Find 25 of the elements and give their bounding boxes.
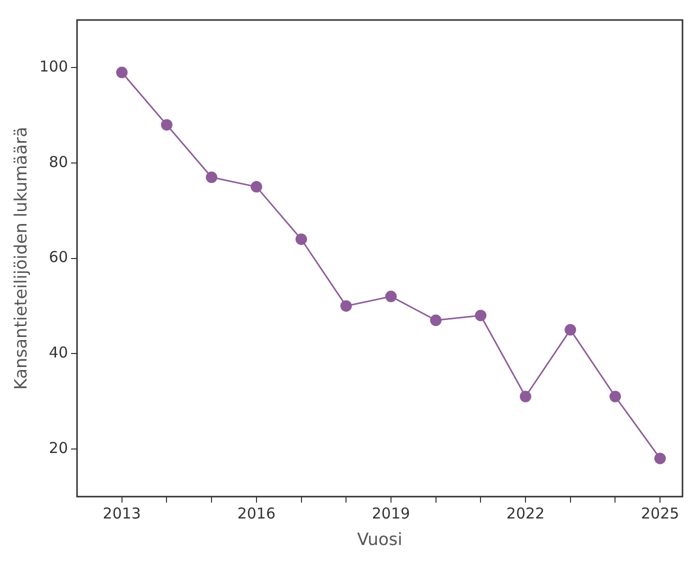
x-tick-label: 2013 xyxy=(102,504,141,522)
y-tick-label: 20 xyxy=(48,438,68,457)
x-tick-label: 2016 xyxy=(237,504,276,522)
point xyxy=(609,390,621,402)
y-tick-label: 100 xyxy=(39,58,68,76)
point xyxy=(564,324,576,336)
y-axis-title: Kansantieteilijöiden lukumäärä xyxy=(12,126,32,390)
point xyxy=(116,66,128,78)
x-tick-label: 2019 xyxy=(372,504,410,522)
point xyxy=(296,233,308,245)
point xyxy=(430,314,442,326)
x-tick-label: 2022 xyxy=(506,504,545,522)
point xyxy=(654,452,666,464)
y-tick-label: 80 xyxy=(48,152,68,171)
x-tick-label: 2025 xyxy=(640,504,680,522)
x-axis-title: Vuosi xyxy=(357,530,402,550)
y-tick-label: 60 xyxy=(48,248,68,266)
point xyxy=(340,300,352,312)
point xyxy=(250,181,262,193)
y-tick-label: 40 xyxy=(48,344,68,362)
point xyxy=(474,310,486,322)
point xyxy=(385,290,397,302)
point xyxy=(520,390,532,402)
point xyxy=(206,172,218,184)
point xyxy=(160,119,172,131)
